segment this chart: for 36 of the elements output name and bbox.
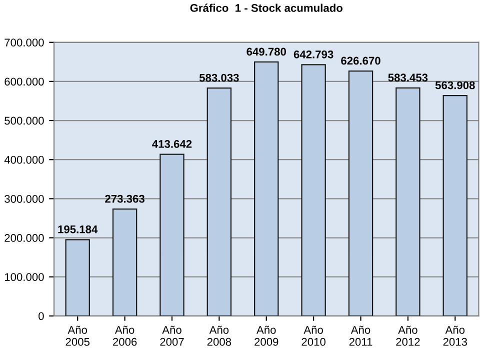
data-label: 413.642 (152, 140, 192, 148)
data-label: 642.793 (294, 50, 334, 58)
x-tick-label: Año 2011 (349, 326, 372, 346)
x-tick-label: Año 2007 (160, 326, 184, 346)
y-tick-label: 500.000 (4, 116, 44, 125)
x-tick-label: Año 2010 (302, 326, 326, 346)
data-label: 649.780 (246, 48, 286, 56)
y-tick-label: 600.000 (4, 78, 44, 86)
y-tick-label: 400.000 (4, 156, 44, 164)
data-label: 563.908 (435, 81, 475, 90)
data-label: 583.453 (388, 74, 428, 82)
y-tick-label: 100.000 (4, 273, 44, 281)
data-label: 583.033 (199, 74, 239, 82)
bar (442, 94, 468, 316)
data-label: 626.670 (341, 56, 380, 65)
y-tick-label: 200.000 (4, 234, 44, 242)
y-tick-label: 300.000 (4, 194, 44, 203)
data-label: 195.184 (58, 225, 98, 234)
chart-title: Gráfico 1 - Stock acumulado (190, 4, 342, 12)
x-tick-label: Año 2006 (112, 326, 137, 346)
bar (396, 87, 420, 316)
data-label: 273.363 (105, 194, 144, 203)
bar (254, 61, 279, 316)
x-tick-label: Año 2008 (207, 326, 232, 346)
x-tick-label: Año 2005 (66, 326, 90, 346)
bar (65, 239, 90, 316)
x-tick-label: Año 2009 (254, 326, 278, 346)
y-tick-label: 0 (38, 312, 44, 320)
bar (348, 70, 374, 316)
x-tick-label: Año 2013 (443, 326, 467, 346)
bar (301, 64, 326, 316)
bar (206, 88, 232, 316)
bar (160, 154, 184, 316)
x-tick-label: Año 2012 (396, 326, 420, 346)
y-tick-label: 700.000 (4, 38, 44, 46)
bar (112, 208, 138, 316)
